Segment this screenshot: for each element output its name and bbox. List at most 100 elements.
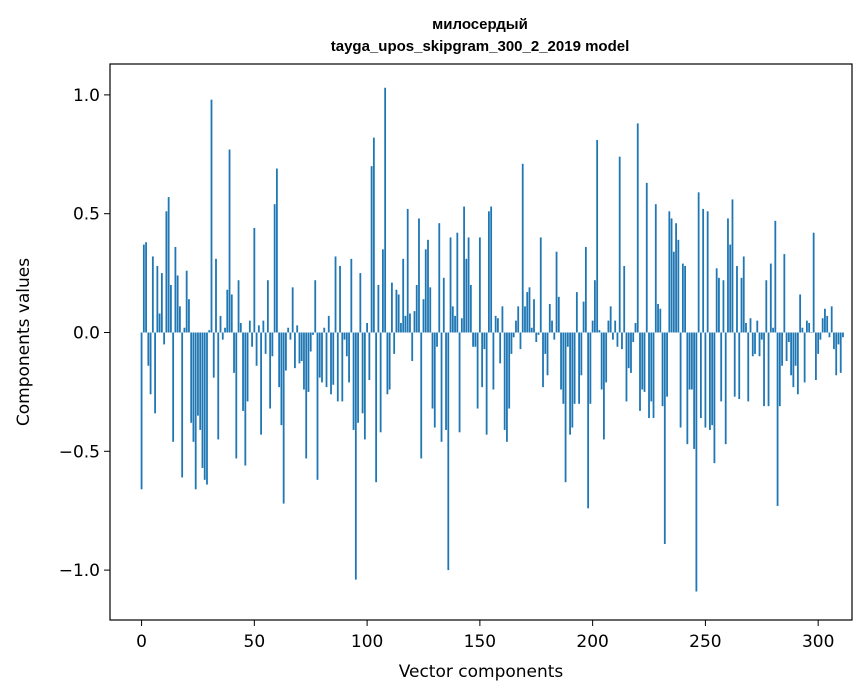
bar [206,332,208,485]
bar [605,332,608,383]
bar [372,137,375,333]
bar [447,332,450,571]
bar [483,332,486,350]
chart-title-line2: tayga_upos_skipgram_300_2_2019 model [331,38,630,55]
bar [449,237,452,333]
bar [709,332,711,430]
y-tick-label: 1.0 [73,86,100,106]
bar [821,318,824,333]
bar [517,306,520,333]
plot-frame [109,63,853,621]
bar [296,325,299,333]
chart-title-line1: милосердый [432,16,528,33]
bar [497,318,499,333]
bar [255,332,258,366]
bar [666,332,668,397]
bar [618,156,621,333]
bar [510,332,513,354]
bar [790,332,792,376]
y-tick-label: 0.0 [73,323,100,343]
x-tick-label: 50 [244,632,266,652]
bar [835,332,838,376]
bar [494,315,497,333]
bar [580,332,583,376]
bar [188,299,190,333]
bar [650,332,653,402]
bar [740,277,743,333]
bar [474,332,477,347]
bar [519,332,522,350]
bar [749,318,752,333]
bar [463,206,465,333]
bar [361,332,364,414]
bar [679,332,682,428]
bar [314,280,317,333]
bar [275,168,278,333]
bar [185,270,188,333]
bar [163,332,166,345]
bar [395,289,398,333]
bar [593,280,596,333]
bar [194,332,197,490]
bar [783,254,786,333]
bar [801,327,804,333]
bar [253,227,256,333]
bar [506,332,508,442]
bar [607,320,610,333]
bar [280,332,283,426]
bar [684,265,686,333]
bar [149,332,152,395]
bar [663,332,666,544]
bar [343,332,346,340]
bar [781,332,783,366]
bar [769,263,772,333]
bar [469,284,472,333]
bar [799,294,802,333]
bar [140,332,143,490]
bar [842,332,844,338]
bar [515,320,517,333]
bar [368,332,371,381]
x-tick-label: 300 [802,632,834,652]
bar [767,332,770,407]
bars-group [140,87,844,592]
bar [747,332,750,402]
bar [733,332,736,397]
bar [598,330,601,333]
ticks-group: 0 50 100 150 200 250 300 −1.0 −0.5 0.0 0.5 1.0 [59,86,835,652]
bar [160,273,163,333]
bar [400,322,402,333]
bar [325,332,328,388]
bar [742,256,745,333]
bar [537,332,540,335]
bar [472,332,474,347]
bar [289,332,292,340]
bar [778,332,781,407]
bar [260,332,262,435]
bar [354,332,357,580]
bar [754,332,756,354]
x-tick-label: 250 [689,632,721,652]
bar [273,204,276,333]
bar [688,332,691,390]
bar [564,332,567,483]
bar [589,332,592,404]
bar [533,299,535,333]
bar [508,332,511,409]
bar [413,311,416,333]
bar [287,327,290,333]
y-tick-label: −0.5 [59,442,100,462]
bar [657,303,659,333]
bar [377,284,380,333]
bar [221,332,224,340]
bar [641,332,644,390]
bar [404,315,407,333]
bar [718,277,720,333]
bar [158,313,161,333]
bar [285,332,287,371]
bar [199,332,202,430]
bar [192,332,195,442]
bar [805,320,808,333]
bar [763,332,765,407]
